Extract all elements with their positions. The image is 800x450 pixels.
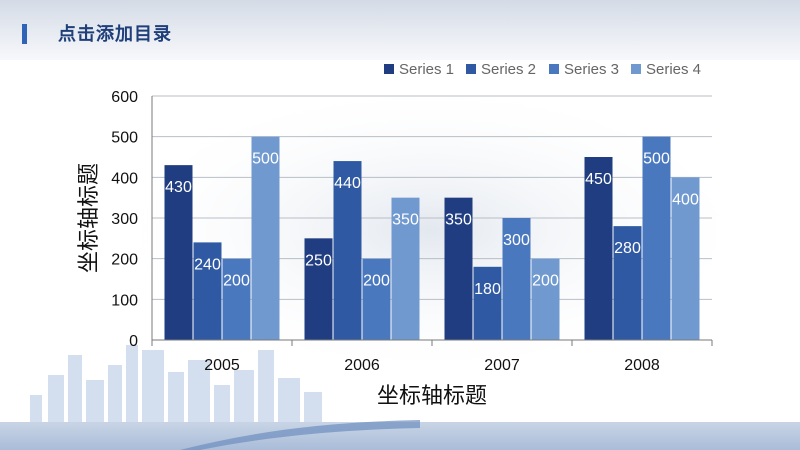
data-label: 500 (252, 151, 279, 168)
legend-label: Series 3 (564, 61, 619, 78)
y-tick-label: 600 (111, 89, 138, 106)
data-label: 300 (503, 232, 530, 249)
bar (251, 136, 280, 340)
legend-swatch (466, 64, 476, 74)
x-tick-label: 2008 (624, 357, 660, 374)
data-label: 200 (223, 273, 250, 290)
legend-swatch (549, 64, 559, 74)
slide-title[interactable]: 点击添加目录 (58, 24, 172, 45)
x-axis-title: 坐标轴标题 (377, 384, 487, 409)
y-tick-label: 0 (129, 333, 138, 350)
legend-item: Series 3 (549, 61, 619, 78)
x-tick-label: 2007 (484, 357, 520, 374)
bar (222, 258, 251, 340)
data-label: 350 (445, 212, 472, 229)
bar (333, 161, 362, 340)
bar (584, 157, 613, 340)
gridlines (152, 95, 712, 300)
bar (304, 238, 333, 340)
data-label: 200 (363, 273, 390, 290)
bar (502, 218, 531, 340)
data-label: 280 (614, 240, 641, 257)
bar (642, 136, 671, 340)
data-label: 440 (334, 175, 361, 192)
y-tick-label: 200 (111, 252, 138, 269)
bar (531, 258, 560, 340)
x-tick-label: 2005 (204, 357, 240, 374)
y-tick-label: 500 (111, 130, 138, 147)
bar (193, 242, 222, 340)
data-label: 180 (474, 281, 501, 298)
bar (671, 177, 700, 340)
data-label: 250 (305, 252, 332, 269)
legend-label: Series 2 (481, 61, 536, 78)
bar (613, 226, 642, 340)
legend-swatch (384, 64, 394, 74)
legend-label: Series 4 (646, 61, 701, 78)
city-skyline (30, 345, 322, 425)
y-tick-labels: 0 100 200 300 400 500 600 (111, 89, 138, 350)
bar (362, 258, 391, 340)
legend-item: Series 1 (384, 61, 454, 78)
legend-label: Series 1 (399, 61, 454, 78)
data-label: 400 (672, 191, 699, 208)
x-tick-labels: 2005 2006 2007 2008 (204, 357, 660, 374)
axes (151, 96, 713, 346)
data-label: 350 (392, 212, 419, 229)
y-tick-label: 100 (111, 292, 138, 309)
legend-item: Series 2 (466, 61, 536, 78)
bar (391, 197, 420, 340)
data-label: 430 (165, 179, 192, 196)
data-label: 450 (585, 171, 612, 188)
y-tick-label: 400 (111, 170, 138, 187)
legend-swatch (631, 64, 641, 74)
data-label: 200 (532, 273, 559, 290)
x-tick-label: 2006 (344, 357, 380, 374)
y-tick-label: 300 (111, 211, 138, 228)
legend: Series 1 Series 2 Series 3 Series 4 (384, 61, 701, 78)
header-accent-bar (22, 24, 27, 44)
bar (164, 165, 193, 340)
bar (473, 266, 502, 340)
bar (444, 197, 473, 340)
legend-item: Series 4 (631, 61, 701, 78)
data-label: 240 (194, 256, 221, 273)
y-axis-title: 坐标轴标题 (77, 163, 102, 273)
data-label: 500 (643, 151, 670, 168)
